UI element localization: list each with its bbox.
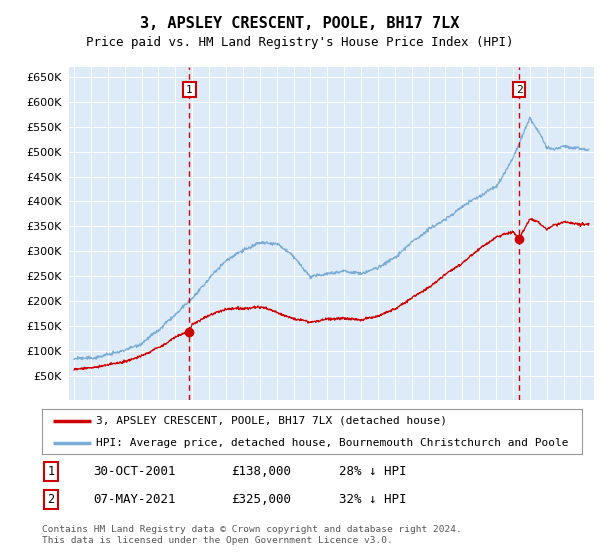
Text: 1: 1 (47, 465, 55, 478)
Text: 30-OCT-2001: 30-OCT-2001 (93, 465, 176, 478)
Text: 32% ↓ HPI: 32% ↓ HPI (339, 493, 407, 506)
Text: 3, APSLEY CRESCENT, POOLE, BH17 7LX (detached house): 3, APSLEY CRESCENT, POOLE, BH17 7LX (det… (96, 416, 447, 426)
Text: 2: 2 (47, 493, 55, 506)
Text: Contains HM Land Registry data © Crown copyright and database right 2024.
This d: Contains HM Land Registry data © Crown c… (42, 525, 462, 545)
Text: HPI: Average price, detached house, Bournemouth Christchurch and Poole: HPI: Average price, detached house, Bour… (96, 438, 569, 448)
Text: 2: 2 (515, 85, 523, 95)
Text: 07-MAY-2021: 07-MAY-2021 (93, 493, 176, 506)
Text: 3, APSLEY CRESCENT, POOLE, BH17 7LX: 3, APSLEY CRESCENT, POOLE, BH17 7LX (140, 16, 460, 31)
Text: 28% ↓ HPI: 28% ↓ HPI (339, 465, 407, 478)
Text: £325,000: £325,000 (231, 493, 291, 506)
Text: £138,000: £138,000 (231, 465, 291, 478)
Text: Price paid vs. HM Land Registry's House Price Index (HPI): Price paid vs. HM Land Registry's House … (86, 36, 514, 49)
Text: 1: 1 (186, 85, 193, 95)
